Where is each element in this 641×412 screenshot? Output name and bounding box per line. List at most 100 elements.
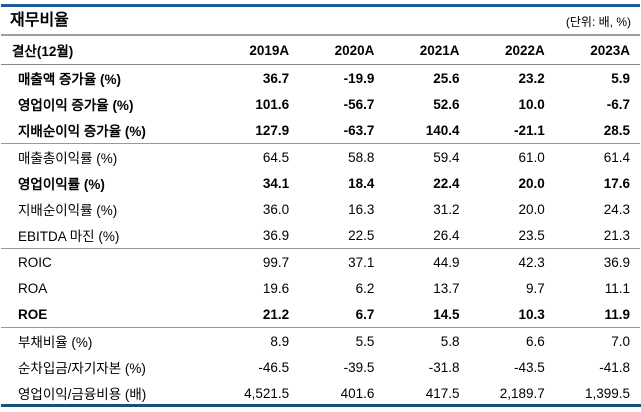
row-value: 10.0 [518, 96, 545, 112]
table-header: 결산(12월) 2019A 2020A 2021A 2022A 2023A [1, 36, 640, 65]
row-value: 10.3 [518, 306, 545, 322]
row-value: 58.8 [299, 143, 385, 170]
table-row: ROE 21.2 6.7 14.5 10.3 11.9 [1, 301, 640, 328]
row-value: 99.7 [214, 248, 300, 275]
row-value: 19.6 [262, 280, 290, 296]
row-value: 42.3 [469, 248, 555, 275]
row-value: 8.9 [214, 327, 300, 354]
row-value: 23.2 [518, 70, 545, 86]
row-value: 23.5 [518, 227, 545, 243]
row-value: 5.5 [299, 327, 385, 354]
row-value: 4,521.5 [244, 385, 290, 401]
row-value: 6.7 [355, 306, 375, 322]
row-label: 매출액 증가율 (%) [18, 72, 122, 87]
row-value: 140.4 [425, 122, 460, 138]
financial-ratios-table: 결산(12월) 2019A 2020A 2021A 2022A 2023A 매출… [1, 36, 640, 406]
row-value: 14.5 [433, 306, 460, 322]
header-cell-2023A: 2023A [554, 36, 640, 65]
row-label: 영업이익/금융비용 (배) [18, 387, 147, 402]
row-value: 36.0 [262, 201, 290, 217]
row-value: -63.7 [343, 122, 375, 138]
row-label: 지배순이익률 (%) [18, 203, 118, 218]
row-value: 52.6 [433, 96, 460, 112]
top-rule [1, 4, 640, 7]
row-value: -6.7 [606, 96, 630, 112]
bottom-rule [1, 404, 641, 407]
row-label: ROIC [1, 248, 214, 275]
row-label: 영업이익 증가율 (%) [18, 98, 134, 113]
table-body: 매출액 증가율 (%) 36.7 -19.9 25.6 23.2 5.9 영업이익 증가율 … [1, 65, 640, 407]
row-value: 21.3 [603, 227, 630, 243]
header-cell-fiscal: 결산(12월) [1, 36, 214, 65]
header-cell-2020A: 2020A [299, 36, 385, 65]
row-value: 401.6 [340, 385, 375, 401]
row-value: 22.4 [433, 175, 460, 191]
row-value: 21.2 [262, 306, 290, 322]
row-value: -46.5 [258, 359, 290, 375]
row-value: -56.7 [343, 96, 375, 112]
row-label: EBITDA 마진 (%) [18, 229, 120, 244]
row-label: 영업이익률 (%) [18, 177, 105, 192]
row-value: -43.5 [513, 359, 545, 375]
row-value: 17.6 [603, 175, 630, 191]
row-value: 34.1 [262, 175, 290, 191]
row-label: ROE [18, 306, 48, 322]
row-value: 5.9 [611, 70, 630, 86]
row-label: ROA [18, 280, 48, 296]
row-value: 36.9 [554, 248, 640, 275]
row-value: 6.6 [469, 327, 555, 354]
row-value: -31.8 [428, 359, 460, 375]
row-value: -41.8 [599, 359, 630, 375]
table-row: 영업이익 증가율 (%) 101.6 -56.7 52.6 10.0 -6.7 [1, 91, 640, 117]
row-value: 28.5 [603, 122, 630, 138]
table-row: 매출액 증가율 (%) 36.7 -19.9 25.6 23.2 5.9 [1, 65, 640, 92]
table-row: 부채비율 (%) 8.9 5.5 5.8 6.6 7.0 [1, 327, 640, 354]
row-value: 20.0 [518, 175, 545, 191]
row-value: 127.9 [255, 122, 290, 138]
title-bar: 재무비율 (단위: 배, %) [0, 0, 641, 34]
row-value: 1,399.5 [584, 385, 630, 401]
table-row: EBITDA 마진 (%) 36.9 22.5 26.4 23.5 21.3 [1, 222, 640, 249]
header-cell-2019A: 2019A [214, 36, 300, 65]
row-value: 24.3 [603, 201, 630, 217]
table-row: 지배순이익률 (%) 36.0 16.3 31.2 20.0 24.3 [1, 196, 640, 222]
row-value: 2,189.7 [499, 385, 545, 401]
row-value: 16.3 [348, 201, 375, 217]
page-title: 재무비율 [10, 12, 69, 29]
row-value: 61.4 [554, 143, 640, 170]
row-value: 31.2 [433, 201, 460, 217]
row-label: 부채비율 (%) [1, 327, 214, 354]
table-row: 영업이익/금융비용 (배) 4,521.5 401.6 417.5 2,189.7 1,3… [1, 380, 640, 406]
row-value: 20.0 [518, 201, 545, 217]
row-value: 6.2 [355, 280, 375, 296]
row-label: 매출총이익률 (%) [1, 143, 214, 170]
header-cell-2022A: 2022A [469, 36, 555, 65]
row-value: 25.6 [433, 70, 460, 86]
row-value: 22.5 [348, 227, 375, 243]
table-row: 순차입금/자기자본 (%) -46.5 -39.5 -31.8 -43.5 -41.8 [1, 354, 640, 380]
table-row: 영업이익률 (%) 34.1 18.4 22.4 20.0 17.6 [1, 170, 640, 196]
row-value: 64.5 [214, 143, 300, 170]
table-row: ROIC 99.7 37.1 44.9 42.3 36.9 [1, 248, 640, 275]
row-value: 44.9 [384, 248, 470, 275]
header-cell-2021A: 2021A [384, 36, 470, 65]
row-value: 11.1 [604, 280, 630, 296]
title-divider [1, 34, 640, 36]
table-row: 지배순이익 증가율 (%) 127.9 -63.7 140.4 -21.1 28.5 [1, 117, 640, 144]
row-value: 36.7 [262, 70, 290, 86]
row-label: 순차입금/자기자본 (%) [18, 361, 146, 376]
row-value: -39.5 [343, 359, 375, 375]
row-value: 417.5 [425, 385, 460, 401]
row-value: 7.0 [554, 327, 640, 354]
row-value: 37.1 [299, 248, 385, 275]
row-label: 지배순이익 증가율 (%) [18, 124, 146, 139]
unit-label: (단위: 배, %) [565, 15, 631, 29]
row-value: -21.1 [513, 122, 545, 138]
row-value: 26.4 [433, 227, 460, 243]
row-value: 18.4 [348, 175, 375, 191]
row-value: 61.0 [469, 143, 555, 170]
row-value: 13.7 [433, 280, 460, 296]
row-value: -19.9 [343, 70, 375, 86]
row-value: 11.9 [604, 306, 630, 322]
